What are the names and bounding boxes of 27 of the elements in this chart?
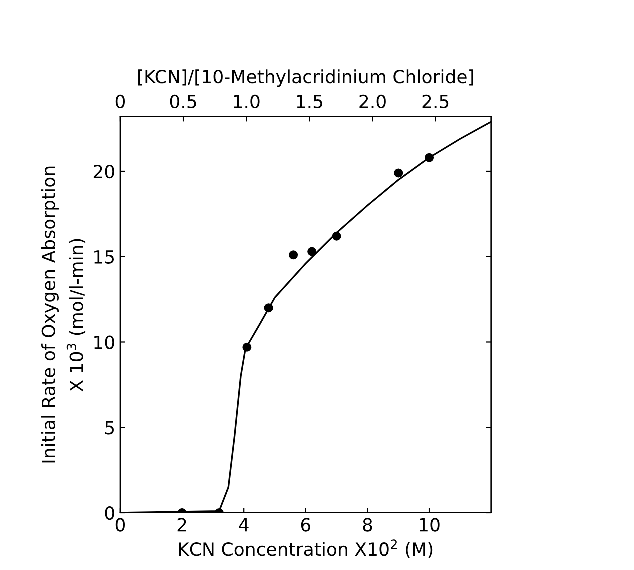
x-tick-label: 4 [239, 518, 249, 532]
y-tick-label: 5 [106, 421, 114, 435]
x2-tick-label: 0 [116, 94, 126, 108]
y-tick-label: 15 [94, 250, 114, 264]
x2-tick-label: 1.0 [234, 94, 260, 108]
x-tick-label: 0 [116, 518, 126, 532]
x2-tick-label: 1.5 [297, 95, 322, 108]
y-tick-label: 20 [94, 164, 114, 179]
x2-tick-label: 0.5 [170, 94, 196, 108]
y-tick-label: 0 [105, 506, 114, 520]
x-axis-title: KCN Concentration X10$^{2}$ (M) [179, 540, 433, 558]
point [264, 304, 274, 313]
x-tick-label: 6 [301, 518, 311, 532]
x-tick-label: 8 [363, 518, 372, 532]
y-tick-label: 10 [94, 336, 114, 350]
x-tick-label: 2 [178, 518, 186, 532]
x2-tick-label: 2.5 [422, 94, 449, 108]
point [308, 247, 317, 256]
y-axis-title: Initial Rate of Oxygen Absorption X 10$^{3}$ (mol/l-min) [42, 166, 86, 463]
x2-tick-label: 2.0 [360, 94, 386, 108]
point [425, 153, 434, 162]
x-tick-label: 10 [420, 518, 440, 532]
point [332, 232, 342, 241]
point [289, 250, 298, 260]
x2-axis-title: [KCN]/[10-Methylacridinium Chloride] [138, 70, 474, 88]
point [242, 342, 252, 352]
point [394, 168, 404, 178]
